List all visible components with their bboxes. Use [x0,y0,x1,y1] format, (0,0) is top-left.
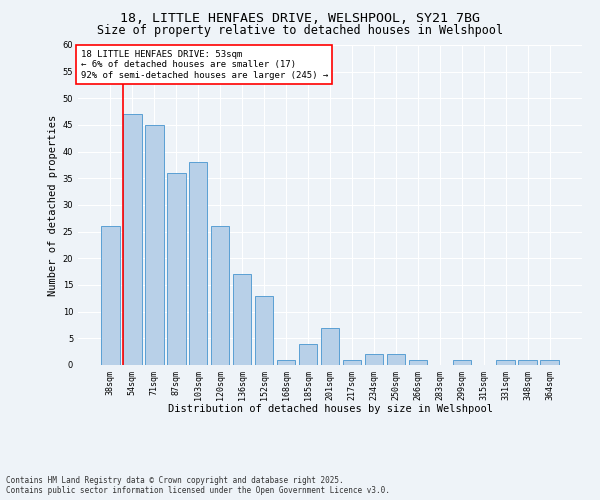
Bar [343,360,361,365]
Bar [123,114,142,365]
Bar [233,274,251,365]
Bar [211,226,229,365]
Text: 18, LITTLE HENFAES DRIVE, WELSHPOOL, SY21 7BG: 18, LITTLE HENFAES DRIVE, WELSHPOOL, SY2… [120,12,480,26]
Bar [189,162,208,365]
Text: Contains HM Land Registry data © Crown copyright and database right 2025.
Contai: Contains HM Land Registry data © Crown c… [6,476,390,495]
Bar [101,226,119,365]
Bar [518,360,537,365]
Bar [320,328,340,365]
Bar [255,296,274,365]
Text: Size of property relative to detached houses in Welshpool: Size of property relative to detached ho… [97,24,503,37]
Y-axis label: Number of detached properties: Number of detached properties [49,114,58,296]
X-axis label: Distribution of detached houses by size in Welshpool: Distribution of detached houses by size … [167,404,493,414]
Bar [541,360,559,365]
Bar [409,360,427,365]
Bar [365,354,383,365]
Bar [496,360,515,365]
Bar [386,354,405,365]
Bar [145,125,164,365]
Bar [167,173,185,365]
Text: 18 LITTLE HENFAES DRIVE: 53sqm
← 6% of detached houses are smaller (17)
92% of s: 18 LITTLE HENFAES DRIVE: 53sqm ← 6% of d… [80,50,328,80]
Bar [299,344,317,365]
Bar [277,360,295,365]
Bar [452,360,471,365]
